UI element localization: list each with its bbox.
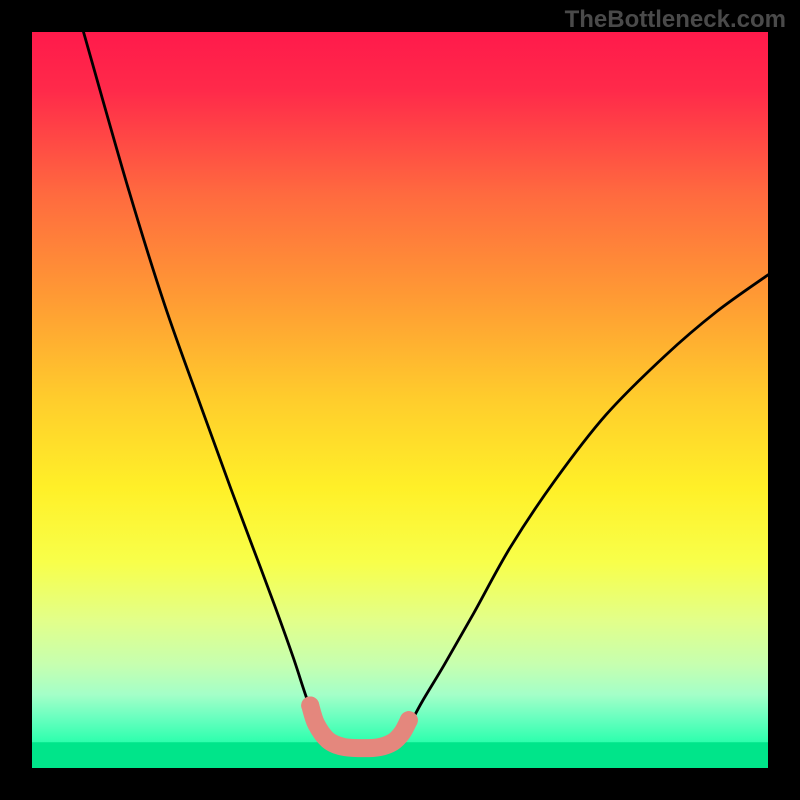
overlay-end-marker bbox=[400, 711, 418, 729]
plot-area bbox=[32, 32, 768, 768]
curve-chart-svg bbox=[32, 32, 768, 768]
overlay-end-marker bbox=[301, 696, 319, 714]
gradient-background bbox=[32, 32, 768, 768]
watermark-text: TheBottleneck.com bbox=[565, 6, 786, 34]
chart-container: TheBottleneck.com bbox=[0, 0, 800, 800]
